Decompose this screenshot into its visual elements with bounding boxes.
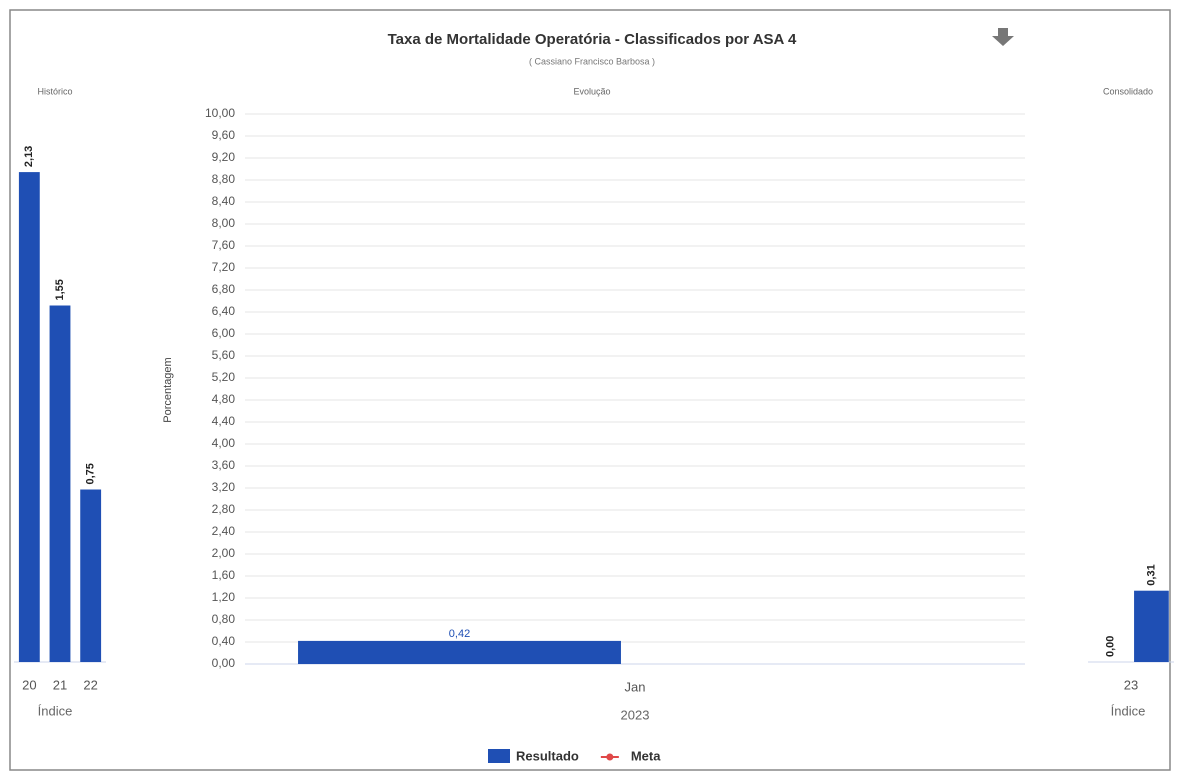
chart-subtitle: ( Cassiano Francisco Barbosa ) xyxy=(529,56,655,66)
value-label: 1,55 xyxy=(54,279,66,300)
bar xyxy=(18,172,40,662)
y-tick-label: 0,40 xyxy=(212,634,236,648)
panel-label: Evolução xyxy=(573,86,610,96)
y-tick-label: 2,40 xyxy=(212,524,236,538)
panel-label: Consolidado xyxy=(1103,86,1153,96)
y-tick-label: 6,80 xyxy=(212,282,236,296)
y-tick-label: 0,00 xyxy=(212,656,236,670)
value-label: 0,00 xyxy=(1104,636,1116,657)
panel-label: Histórico xyxy=(37,86,72,96)
value-label: 2,13 xyxy=(23,146,35,167)
x-group-label: 2023 xyxy=(621,707,650,722)
bar xyxy=(49,305,71,662)
y-tick-label: 3,20 xyxy=(212,480,236,494)
y-tick-label: 2,80 xyxy=(212,502,236,516)
y-tick-label: 1,20 xyxy=(212,590,236,604)
y-tick-label: 7,60 xyxy=(212,238,236,252)
y-tick-label: 8,40 xyxy=(212,194,236,208)
y-tick-label: 5,20 xyxy=(212,370,236,384)
value-label: 0,31 xyxy=(1145,564,1157,585)
legend-label: Resultado xyxy=(516,748,579,763)
y-tick-label: 8,00 xyxy=(212,216,236,230)
y-tick-label: 7,20 xyxy=(212,260,236,274)
bar xyxy=(298,640,621,664)
y-tick-label: 3,60 xyxy=(212,458,236,472)
legend-label: Meta xyxy=(631,748,661,763)
y-tick-label: 0,80 xyxy=(212,612,236,626)
y-tick-label: 4,00 xyxy=(212,436,236,450)
value-label: 0,42 xyxy=(449,628,470,640)
x-tick-label: 21 xyxy=(53,677,67,692)
bar xyxy=(1134,590,1169,662)
y-axis-label: Porcentagem xyxy=(162,357,174,422)
y-tick-label: 6,40 xyxy=(212,304,236,318)
y-tick-label: 6,00 xyxy=(212,326,236,340)
x-tick-label: Jan xyxy=(625,679,646,694)
y-tick-label: 4,40 xyxy=(212,414,236,428)
y-tick-label: 9,20 xyxy=(212,150,236,164)
x-tick-label: 23 xyxy=(1124,677,1138,692)
x-tick-label: 22 xyxy=(83,677,97,692)
y-tick-label: 4,80 xyxy=(212,392,236,406)
x-axis-label: Índice xyxy=(38,703,73,718)
download-icon[interactable] xyxy=(992,28,1014,46)
y-tick-label: 9,60 xyxy=(212,128,236,142)
legend-swatch xyxy=(488,749,510,763)
chart-title: Taxa de Mortalidade Operatória - Classif… xyxy=(388,31,797,48)
y-tick-label: 10,00 xyxy=(205,106,235,120)
bar xyxy=(80,489,102,662)
y-tick-label: 5,60 xyxy=(212,348,236,362)
value-label: 0,75 xyxy=(85,463,97,484)
y-tick-label: 1,60 xyxy=(212,568,236,582)
legend-dot xyxy=(606,753,614,761)
y-tick-label: 8,80 xyxy=(212,172,236,186)
x-axis-label: Índice xyxy=(1111,703,1146,718)
x-tick-label: 20 xyxy=(22,677,36,692)
y-tick-label: 2,00 xyxy=(212,546,236,560)
